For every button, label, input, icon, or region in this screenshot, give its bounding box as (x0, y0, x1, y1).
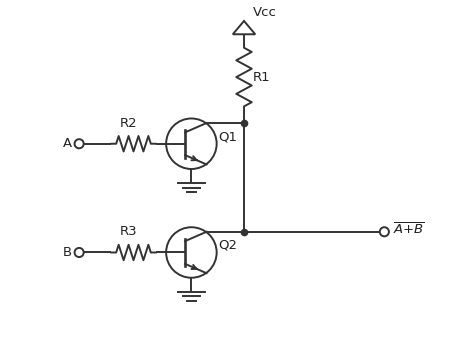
Text: A: A (63, 137, 72, 150)
Text: R1: R1 (253, 71, 270, 84)
Text: B: B (63, 246, 72, 259)
Text: Vcc: Vcc (253, 6, 277, 19)
Text: Q1: Q1 (219, 130, 237, 143)
Text: Q2: Q2 (219, 239, 237, 252)
Text: $\overline{A{+}B}$: $\overline{A{+}B}$ (393, 222, 425, 238)
Text: R3: R3 (120, 226, 138, 238)
Text: R2: R2 (120, 117, 138, 130)
